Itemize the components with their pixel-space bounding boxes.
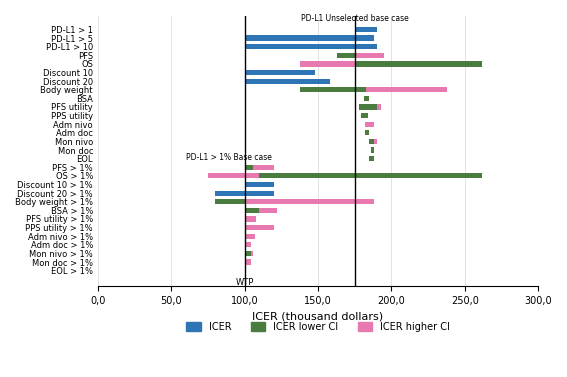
Bar <box>369 156 374 161</box>
Bar <box>244 70 315 75</box>
Bar <box>244 199 374 204</box>
Bar <box>244 234 255 239</box>
Bar <box>363 96 369 101</box>
Bar <box>244 259 251 265</box>
Bar <box>215 190 274 196</box>
Bar <box>371 147 374 153</box>
Text: PD-L1 Unselected base case: PD-L1 Unselected base case <box>301 14 409 23</box>
Bar <box>215 199 244 204</box>
Legend: ICER, ICER lower CI, ICER higher CI: ICER, ICER lower CI, ICER higher CI <box>183 318 454 336</box>
Bar <box>365 130 369 135</box>
Bar <box>355 61 483 66</box>
Bar <box>361 113 368 118</box>
Bar <box>244 242 251 247</box>
Bar <box>244 251 251 256</box>
Bar <box>359 104 376 110</box>
Bar <box>355 27 376 32</box>
Text: PD-L1 > 1% Base case: PD-L1 > 1% Base case <box>186 153 272 162</box>
Bar <box>244 165 253 170</box>
Bar <box>366 87 447 92</box>
Bar <box>369 156 374 161</box>
Bar <box>244 216 256 222</box>
Bar <box>244 208 259 213</box>
Bar <box>244 251 253 256</box>
Bar <box>244 35 374 41</box>
Bar <box>259 173 483 178</box>
Bar <box>301 61 355 66</box>
Text: WTP: WTP <box>235 279 254 287</box>
Bar <box>369 139 376 144</box>
Bar <box>369 139 374 144</box>
Bar <box>244 182 274 187</box>
Bar <box>244 78 330 84</box>
Bar <box>244 225 274 230</box>
Bar <box>337 53 355 58</box>
Bar <box>244 44 376 49</box>
Bar <box>301 87 366 92</box>
X-axis label: ICER (thousand dollars): ICER (thousand dollars) <box>252 311 384 322</box>
Bar <box>365 122 374 127</box>
Bar <box>244 208 277 213</box>
Bar <box>359 104 381 110</box>
Bar <box>208 173 259 178</box>
Bar <box>253 165 274 170</box>
Bar <box>355 53 384 58</box>
